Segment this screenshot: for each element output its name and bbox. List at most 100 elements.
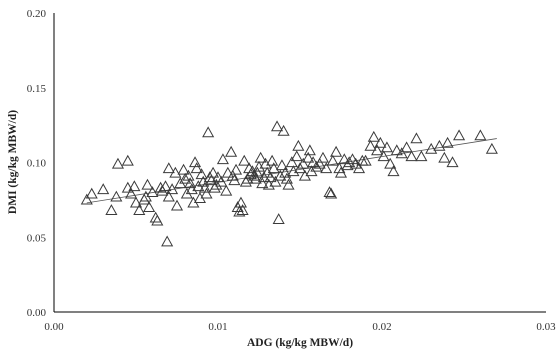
- y-tick-label: 0.00: [27, 307, 47, 319]
- data-point: [177, 163, 190, 175]
- data-point: [200, 187, 213, 199]
- data-point: [441, 136, 454, 148]
- data-point: [272, 213, 285, 224]
- data-point: [352, 162, 366, 174]
- data-point: [359, 154, 372, 166]
- data-point: [326, 154, 339, 166]
- tick-labels: 0.00 0.05 0.10 0.15 0.20 0.00 0.01 0.02 0.03: [27, 8, 556, 333]
- data-point: [367, 130, 380, 142]
- data-point: [221, 166, 234, 178]
- data-point: [110, 190, 123, 202]
- data-point: [343, 156, 356, 168]
- data-point: [297, 157, 310, 169]
- data-point: [277, 124, 290, 136]
- data-point: [129, 196, 143, 208]
- data-point: [446, 156, 459, 168]
- data-point: [111, 157, 125, 169]
- data-point: [141, 178, 154, 190]
- data-point: [485, 142, 498, 154]
- data-point: [182, 169, 195, 181]
- data-point: [80, 193, 93, 205]
- y-tick-label: 0.05: [27, 232, 47, 244]
- data-point: [215, 175, 228, 187]
- data-point: [371, 144, 384, 156]
- data-point: [234, 196, 248, 208]
- data-point: [325, 187, 338, 199]
- data-point: [453, 129, 466, 141]
- data-point: [282, 178, 295, 190]
- data-point: [210, 178, 223, 190]
- data-point: [128, 180, 141, 192]
- data-point: [236, 204, 249, 215]
- data-point: [249, 172, 262, 184]
- axes: [53, 13, 546, 313]
- data-point: [400, 141, 413, 153]
- data-point: [384, 157, 397, 169]
- data-point: [330, 145, 343, 157]
- data-point: [225, 145, 238, 157]
- data-point: [270, 120, 284, 132]
- data-point: [415, 150, 428, 162]
- x-tick-label: 0.01: [208, 321, 227, 333]
- x-tick-label: 0.02: [372, 321, 391, 333]
- data-point: [303, 144, 316, 156]
- data-point: [166, 183, 179, 195]
- data-point: [395, 147, 408, 159]
- data-point: [334, 166, 348, 178]
- data-point: [310, 160, 323, 172]
- data-point: [105, 204, 118, 215]
- data-point: [274, 169, 287, 181]
- data-point: [226, 169, 239, 181]
- data-point: [316, 151, 330, 163]
- data-point: [149, 211, 162, 223]
- data-point: [254, 151, 267, 163]
- y-axis-title: DMI (kg/kg MBW/d): [7, 110, 19, 214]
- data-point: [290, 150, 303, 162]
- y-tick-label: 0.20: [27, 8, 47, 20]
- x-tick-label: 0.00: [44, 321, 64, 333]
- data-point: [264, 171, 277, 183]
- data-point: [159, 180, 172, 192]
- data-point: [143, 201, 156, 213]
- data-point: [425, 142, 438, 154]
- data-point: [169, 166, 182, 178]
- data-point: [162, 162, 175, 174]
- data-point: [374, 136, 387, 148]
- data-point: [170, 199, 184, 211]
- y-tick-label: 0.15: [27, 83, 47, 95]
- data-point: [162, 190, 175, 202]
- data-point: [269, 175, 282, 187]
- data-point: [323, 186, 336, 198]
- data-point: [405, 150, 418, 162]
- data-point: [266, 154, 279, 166]
- data-point: [179, 172, 192, 184]
- data-point: [364, 139, 377, 151]
- data-point: [216, 153, 229, 165]
- data-point: [238, 154, 251, 166]
- data-point: [377, 150, 390, 162]
- data-point: [433, 139, 446, 151]
- data-point: [195, 168, 208, 180]
- data-point: [302, 151, 315, 163]
- data-point: [474, 129, 487, 141]
- data-point: [390, 144, 403, 156]
- data-point: [151, 214, 164, 226]
- data-point: [97, 183, 110, 195]
- data-point: [190, 162, 203, 174]
- data-point: [267, 162, 280, 174]
- data-point: [320, 162, 333, 174]
- data-point: [438, 151, 451, 163]
- data-point: [121, 154, 134, 166]
- data-point: [292, 139, 305, 151]
- data-point: [220, 184, 233, 196]
- data-point: [285, 156, 298, 168]
- x-tick-label: 0.03: [536, 321, 556, 333]
- data-points: [80, 120, 498, 247]
- data-point: [380, 141, 393, 153]
- data-point: [125, 187, 138, 199]
- data-point: [161, 235, 174, 247]
- data-point: [202, 126, 215, 138]
- data-point: [387, 165, 400, 177]
